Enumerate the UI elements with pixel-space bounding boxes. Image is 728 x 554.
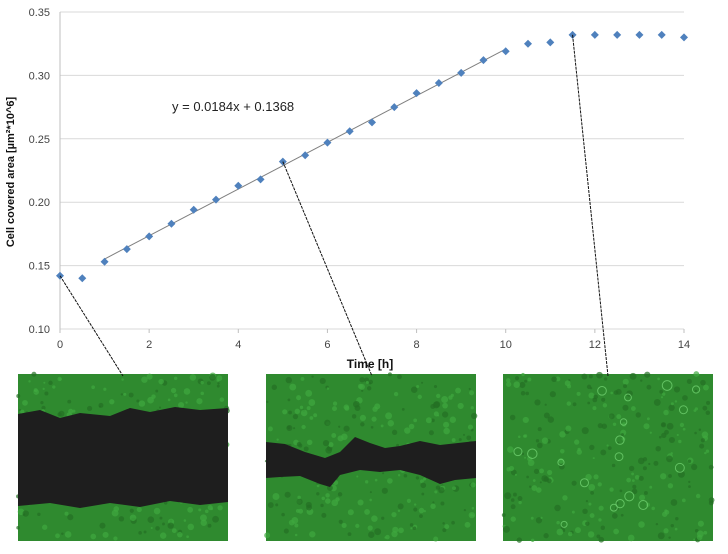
data-point	[457, 68, 466, 77]
data-point	[234, 181, 243, 190]
data-point	[145, 232, 154, 241]
wound-gap	[266, 437, 476, 487]
y-tick-label: 0.25	[29, 134, 50, 146]
y-tick-labels: 0.10 0.15 0.20 0.25 0.30 0.35	[29, 7, 50, 336]
x-tick-label: 4	[235, 339, 241, 351]
trendline-equation: y = 0.0184x + 0.1368	[172, 99, 294, 114]
x-tick-labels: 0 2 4 6 8 10 12 14	[57, 339, 690, 351]
x-tick-label: 2	[146, 339, 152, 351]
data-point	[345, 127, 354, 136]
data-point	[212, 195, 220, 204]
data-point	[100, 257, 109, 266]
data-point	[501, 47, 510, 56]
data-point	[323, 138, 332, 147]
data-point	[613, 30, 622, 39]
data-point	[189, 205, 198, 214]
y-tick-label: 0.15	[29, 261, 50, 273]
connector-lines	[59, 34, 609, 377]
data-point	[368, 118, 376, 127]
data-point	[167, 219, 176, 228]
microscopy-panels	[16, 371, 715, 543]
data-point	[680, 33, 688, 42]
data-point	[524, 39, 532, 48]
x-tick-label: 0	[57, 339, 63, 351]
y-tick-label: 0.20	[29, 197, 50, 209]
data-point	[78, 274, 87, 283]
y-tick-label: 0.35	[29, 7, 50, 19]
data-point	[546, 38, 555, 47]
data-point	[479, 56, 488, 65]
connector-line	[282, 161, 373, 377]
data-point	[590, 30, 599, 39]
microscopy-image-panel	[501, 371, 715, 543]
x-axis-label: Time [h]	[347, 357, 393, 371]
connector-line	[59, 275, 124, 377]
y-tick-label: 0.30	[29, 70, 50, 82]
x-tick-label: 8	[414, 339, 420, 351]
data-point	[256, 175, 265, 184]
data-point	[122, 245, 131, 254]
x-tick-label: 14	[678, 339, 690, 351]
data-point	[390, 103, 399, 112]
y-tick-label: 0.10	[29, 324, 50, 336]
x-tick-label: 12	[589, 339, 601, 351]
data-point	[635, 30, 644, 39]
microscopy-image-panel	[16, 371, 230, 541]
gridlines	[59, 11, 685, 333]
x-tick-label: 6	[324, 339, 330, 351]
data-points	[56, 30, 688, 283]
x-tick-label: 10	[500, 339, 512, 351]
microscopy-image-panel	[264, 372, 478, 542]
data-point	[657, 30, 666, 39]
data-point	[412, 89, 421, 98]
wound-gap	[18, 407, 228, 508]
data-point	[434, 79, 443, 88]
y-axis-label: Cell covered area [µm²*10^6]	[5, 97, 17, 248]
data-point	[301, 151, 310, 160]
connector-line	[572, 34, 609, 377]
